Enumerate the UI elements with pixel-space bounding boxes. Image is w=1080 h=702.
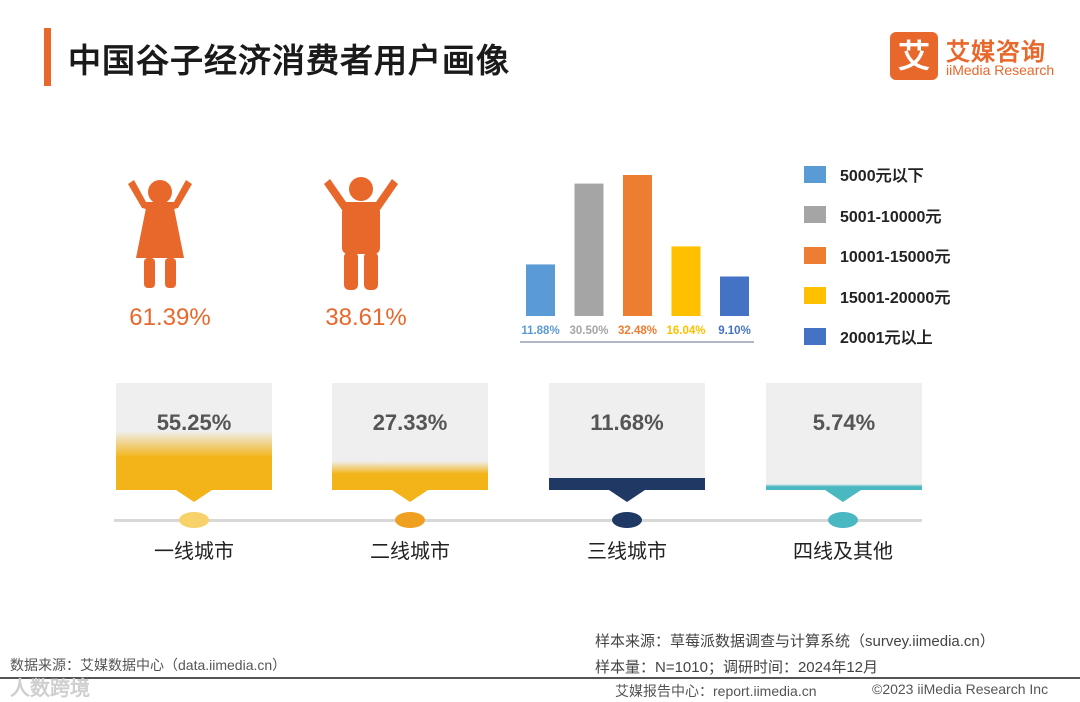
male-percentage: 38.61% (325, 304, 407, 331)
income-bar-chart: 11.88% 30.50% 32.48% 16.04% 9.10% (520, 175, 754, 343)
income-bar-label: 11.88% (521, 325, 559, 337)
footer-report-link[interactable]: 艾媒报告中心：report.iimedia.cn (615, 683, 817, 699)
city-tier-card: 27.33% (332, 383, 488, 490)
sample-source-note: 样本来源：草莓派数据调查与计算系统（survey.iimedia.cn） (595, 633, 995, 650)
income-bar (720, 276, 749, 316)
city-tier-percentage: 5.74% (812, 410, 876, 435)
logo-name-cn: 艾媒咨询 (946, 39, 1046, 66)
brand-logo: 艾 艾媒咨询 iiMedia Research (890, 32, 1060, 82)
legend-item: 5000元以下 (804, 154, 950, 195)
city-tier-label: 二线城市 (370, 541, 450, 563)
logo-mark: 艾 (890, 32, 938, 80)
male-person-icon (324, 177, 398, 290)
city-tier-dot (828, 512, 858, 528)
sample-size-note: 样本量：N=1010；调研时间：2024年12月 (595, 659, 879, 676)
city-tier-percentage: 55.25% (156, 410, 232, 435)
legend-item: 20001元以上 (804, 316, 950, 357)
income-bar-label: 30.50% (569, 325, 608, 337)
legend-swatch (804, 287, 826, 305)
income-bar (574, 183, 604, 316)
city-tier-pointer (609, 490, 645, 502)
legend-label: 5001-10000元 (840, 208, 942, 226)
page-title: 中国谷子经济消费者用户画像 (68, 42, 510, 79)
legend-item: 10001-15000元 (804, 235, 950, 276)
city-tier-card: 5.74% (766, 383, 922, 490)
city-tier-label: 三线城市 (587, 541, 667, 563)
income-legend: 5000元以下 5001-10000元 10001-15000元 15001-2… (804, 154, 950, 357)
legend-label: 20001元以上 (840, 330, 933, 348)
city-tier-percentage: 27.33% (372, 410, 448, 435)
city-tier-fill (332, 460, 488, 490)
city-tier-dot (395, 512, 425, 528)
footer-copyright: ©2023 iiMedia Research Inc (872, 681, 1049, 697)
legend-swatch (804, 327, 826, 345)
logo-name-en: iiMedia Research (946, 62, 1055, 78)
female-percentage: 61.39% (129, 304, 211, 331)
watermark-text: 人数跨境 (10, 678, 90, 700)
city-tier-label: 四线及其他 (793, 541, 893, 563)
title-accent-bar (44, 28, 51, 86)
city-tier-fill (766, 483, 922, 490)
legend-item: 15001-20000元 (804, 276, 950, 317)
city-tier-fill (549, 477, 705, 490)
legend-item: 5001-10000元 (804, 195, 950, 236)
city-tier-card: 11.68% (549, 383, 705, 490)
income-bar (671, 246, 701, 316)
income-bar (623, 175, 652, 316)
income-bar (526, 264, 555, 316)
city-tier-dot (612, 512, 642, 528)
legend-swatch (804, 246, 826, 264)
legend-label: 15001-20000元 (840, 289, 951, 307)
legend-label: 10001-15000元 (840, 249, 951, 267)
city-tier-pointer (176, 490, 212, 502)
income-bar-label: 9.10% (718, 325, 751, 337)
data-source-note: 数据来源：艾媒数据中心（data.iimedia.cn） (10, 657, 287, 673)
city-tier-pointer (825, 490, 861, 502)
female-person-icon (128, 180, 192, 288)
city-tier-percentage: 11.68% (590, 410, 664, 435)
footer-divider (0, 677, 1080, 679)
city-tier-fill (116, 430, 272, 490)
legend-swatch (804, 206, 826, 224)
income-bar-label: 16.04% (666, 325, 705, 337)
legend-swatch (804, 165, 826, 183)
city-tier-pointer (392, 490, 428, 502)
city-tier-label: 一线城市 (154, 541, 234, 563)
city-tier-card: 55.25% (116, 383, 272, 490)
income-bar-label: 32.48% (618, 325, 657, 337)
city-axis-line (114, 519, 922, 522)
legend-label: 5000元以下 (840, 168, 924, 186)
city-tier-dot (179, 512, 209, 528)
